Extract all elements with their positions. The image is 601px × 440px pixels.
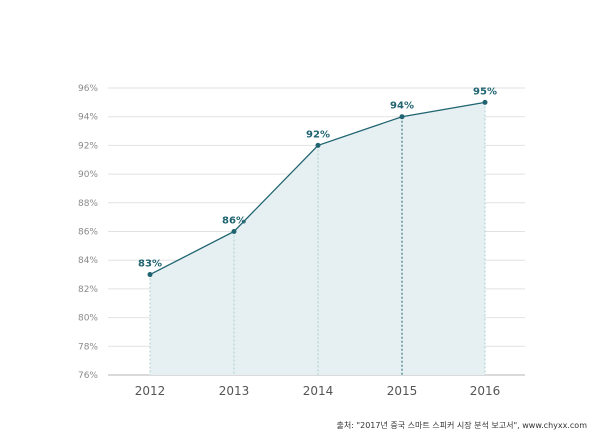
y-tick-label: 86% xyxy=(78,228,98,238)
y-tick-label: 90% xyxy=(78,170,98,180)
data-label: 83% xyxy=(138,259,162,270)
data-labels: 83% 86% 92% 94% 95% xyxy=(138,86,497,269)
x-tick-label: 2016 xyxy=(470,384,501,398)
x-tick-label: 2015 xyxy=(387,384,418,398)
y-tick-label: 80% xyxy=(78,314,98,324)
data-point xyxy=(231,229,237,234)
data-point xyxy=(315,142,321,148)
data-points xyxy=(147,99,488,278)
x-tick-label: 2013 xyxy=(219,384,250,398)
data-point xyxy=(399,114,405,120)
data-point xyxy=(482,99,488,105)
data-label: 95% xyxy=(473,86,497,97)
drop-lines xyxy=(149,102,486,375)
y-tick-label: 84% xyxy=(78,256,98,266)
y-axis-ticks: 76% 78% 80% 82% 84% 86% 88% 90% 92% 94% 96% xyxy=(78,84,98,381)
y-tick-label: 92% xyxy=(78,141,98,151)
x-tick-label: 2014 xyxy=(303,384,334,398)
source-note: 출처: "2017년 중국 스마트 스피커 시장 분석 보고서", www.ch… xyxy=(336,421,587,430)
y-tick-label: 78% xyxy=(78,342,98,352)
y-tick-label: 88% xyxy=(78,199,98,209)
data-label: 94% xyxy=(390,101,414,112)
data-point xyxy=(147,272,153,278)
y-tick-label: 96% xyxy=(78,84,98,94)
y-tick-label: 76% xyxy=(78,371,98,381)
y-tick-label: 82% xyxy=(78,285,98,295)
x-axis-ticks: 2012 2013 2014 2015 2016 xyxy=(135,384,501,398)
data-label: 86% xyxy=(222,216,246,227)
data-label: 92% xyxy=(306,129,330,140)
y-tick-label: 94% xyxy=(78,113,98,123)
x-tick-label: 2012 xyxy=(135,384,166,398)
